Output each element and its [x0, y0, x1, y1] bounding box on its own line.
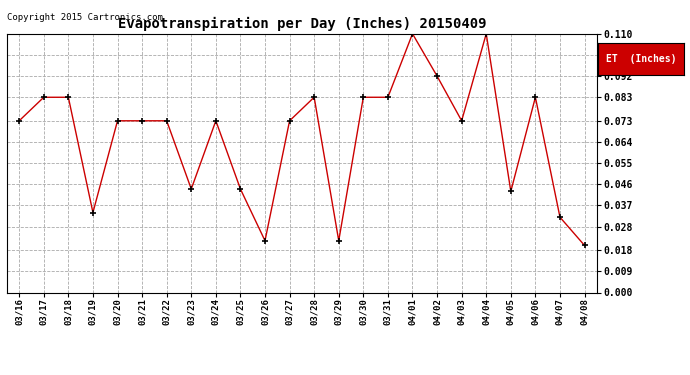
- Text: ET  (Inches): ET (Inches): [606, 54, 677, 64]
- Text: Copyright 2015 Cartronics.com: Copyright 2015 Cartronics.com: [7, 13, 163, 22]
- Title: Evapotranspiration per Day (Inches) 20150409: Evapotranspiration per Day (Inches) 2015…: [117, 17, 486, 31]
